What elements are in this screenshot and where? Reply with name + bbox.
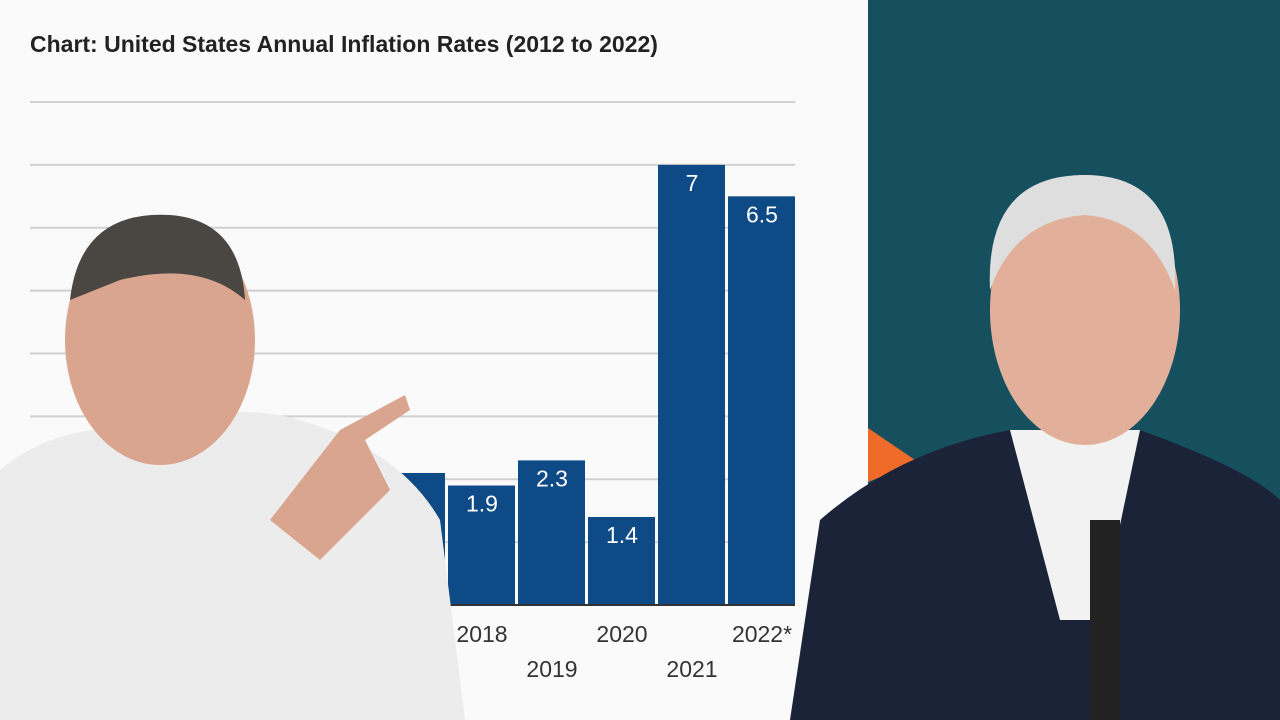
right-person-suit — [790, 430, 1280, 720]
chart-title: Chart: United States Annual Inflation Ra… — [30, 31, 658, 57]
x-tick-label: 2022* — [732, 621, 792, 647]
x-tick-label: 2019 — [526, 656, 577, 682]
bar — [588, 516, 655, 605]
x-tick-label: 2018 — [456, 621, 507, 647]
accent — [868, 428, 918, 482]
bar — [518, 460, 585, 605]
microphone — [1090, 520, 1120, 720]
bar — [448, 485, 515, 605]
bar — [728, 196, 795, 605]
left-person-hair — [70, 214, 245, 300]
x-tick-label: 2021 — [666, 656, 717, 682]
data-label: 6.5 — [746, 201, 778, 227]
left-person-hand — [270, 395, 410, 560]
data-label: 1.9 — [466, 491, 498, 517]
right-person-hair — [989, 175, 1176, 290]
data-label: 2.3 — [536, 465, 568, 491]
right-person-head — [990, 175, 1180, 445]
data-label: 7 — [686, 170, 699, 196]
x-tick-label: 2020 — [596, 621, 647, 647]
people — [0, 175, 1280, 720]
bar — [658, 164, 725, 605]
data-label: 1.4 — [606, 522, 638, 548]
